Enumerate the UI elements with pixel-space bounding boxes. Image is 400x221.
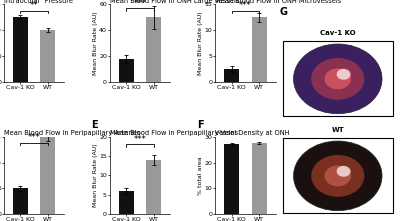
Bar [40, 30, 56, 82]
Circle shape [304, 52, 372, 106]
Circle shape [304, 149, 372, 203]
Circle shape [329, 169, 347, 183]
Circle shape [320, 65, 356, 93]
Text: WT: WT [332, 127, 344, 133]
Circle shape [313, 156, 363, 196]
Circle shape [305, 53, 370, 104]
Text: E: E [92, 120, 98, 130]
Circle shape [335, 76, 341, 81]
Y-axis label: Mean Blur Rate (AU): Mean Blur Rate (AU) [93, 11, 98, 75]
Text: ***: *** [134, 0, 146, 8]
Bar [40, 137, 56, 214]
Text: Mean Blood Flow in ONH Microvessels: Mean Blood Flow in ONH Microvessels [215, 0, 342, 4]
Bar [224, 144, 239, 214]
Circle shape [319, 161, 357, 191]
Circle shape [308, 56, 367, 102]
Circle shape [295, 45, 380, 112]
Circle shape [316, 158, 360, 193]
Circle shape [332, 74, 344, 84]
Circle shape [314, 157, 361, 194]
Text: Intraocular  Pressure: Intraocular Pressure [4, 0, 73, 4]
Circle shape [296, 46, 379, 111]
Circle shape [317, 63, 358, 95]
Circle shape [316, 61, 360, 96]
Text: ***: *** [239, 1, 252, 10]
Circle shape [319, 64, 357, 94]
Circle shape [311, 155, 364, 197]
Bar [118, 191, 134, 214]
Text: Mean Blood Flow in ONH Large Vessels: Mean Blood Flow in ONH Large Vessels [110, 0, 239, 4]
Bar [118, 59, 134, 82]
Bar [13, 189, 28, 214]
Y-axis label: % total area: % total area [198, 156, 203, 195]
Circle shape [302, 148, 373, 204]
Circle shape [307, 151, 369, 200]
Circle shape [317, 160, 358, 192]
Text: Cav-1 KO: Cav-1 KO [320, 30, 356, 36]
Circle shape [330, 73, 345, 85]
Circle shape [302, 51, 373, 107]
Circle shape [314, 60, 361, 97]
Circle shape [301, 50, 375, 108]
Circle shape [336, 175, 339, 177]
Circle shape [296, 143, 379, 208]
Bar [252, 143, 267, 214]
Text: Vessel Density at ONH: Vessel Density at ONH [215, 130, 290, 136]
Circle shape [320, 162, 356, 190]
Circle shape [313, 59, 363, 99]
Circle shape [300, 49, 376, 109]
Circle shape [337, 69, 350, 80]
Text: Mean Blood Flow in Peripapillary Veins: Mean Blood Flow in Peripapillary Veins [110, 130, 238, 136]
Y-axis label: Mean Blur Rate (AU): Mean Blur Rate (AU) [198, 11, 203, 75]
Bar [13, 17, 28, 82]
Circle shape [295, 142, 380, 210]
Circle shape [336, 78, 339, 80]
Text: F: F [197, 120, 204, 130]
Circle shape [298, 48, 378, 110]
Circle shape [322, 66, 354, 92]
Circle shape [335, 173, 341, 178]
Circle shape [294, 44, 382, 114]
Circle shape [328, 168, 348, 184]
Circle shape [329, 72, 347, 86]
Circle shape [328, 71, 348, 87]
Circle shape [333, 75, 342, 82]
Text: **: ** [30, 1, 38, 10]
Circle shape [307, 54, 369, 103]
Circle shape [311, 58, 364, 100]
Circle shape [332, 171, 344, 181]
Text: ***: *** [28, 133, 40, 143]
Y-axis label: Mean Blur Rate (AU): Mean Blur Rate (AU) [93, 144, 98, 207]
Circle shape [298, 145, 378, 207]
Bar [146, 17, 161, 82]
Circle shape [324, 69, 351, 89]
Circle shape [305, 150, 370, 201]
Circle shape [323, 67, 352, 90]
Circle shape [323, 164, 352, 187]
Circle shape [333, 172, 342, 179]
Circle shape [322, 163, 354, 189]
FancyBboxPatch shape [283, 41, 392, 116]
Bar [252, 17, 267, 82]
Bar [224, 69, 239, 82]
Circle shape [330, 170, 345, 182]
Text: Mean Blood Flow in Peripapillary Arteries: Mean Blood Flow in Peripapillary Arterie… [4, 130, 141, 136]
Circle shape [310, 154, 366, 198]
Circle shape [310, 57, 366, 101]
Circle shape [326, 167, 350, 185]
Circle shape [337, 166, 350, 177]
Text: ***: *** [134, 135, 146, 144]
Circle shape [308, 153, 367, 199]
Circle shape [326, 70, 350, 88]
Circle shape [300, 146, 376, 206]
FancyBboxPatch shape [283, 138, 392, 213]
Bar [146, 160, 161, 214]
Circle shape [301, 147, 375, 205]
Circle shape [294, 141, 382, 211]
Circle shape [324, 165, 351, 186]
Text: G: G [280, 7, 288, 17]
